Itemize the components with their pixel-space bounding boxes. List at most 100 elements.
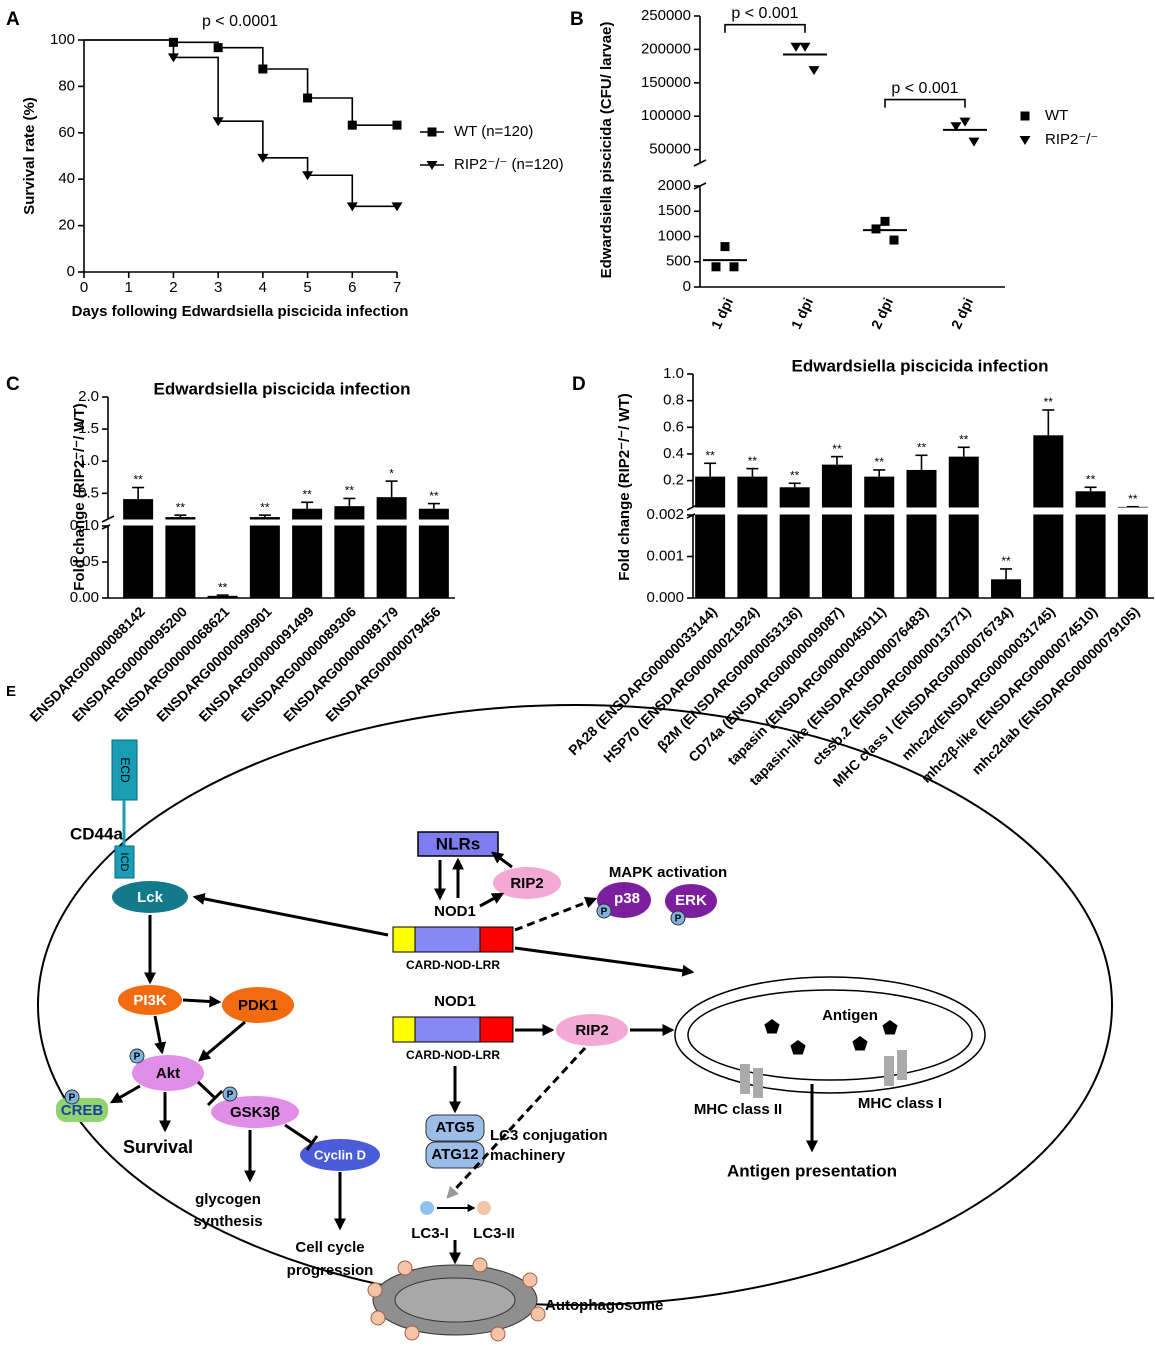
x-tick-label: 2 dpi [868, 295, 896, 331]
node-label: Antigen presentation [727, 1161, 897, 1180]
node [56, 1098, 108, 1122]
y-tick-label: 60 [58, 124, 75, 141]
x-tick-label: 2 dpi [948, 295, 976, 331]
point [711, 262, 721, 272]
lrr-domain [479, 1016, 514, 1043]
x-tick-label: 1 dpi [708, 295, 736, 331]
significance-label: ** [429, 489, 439, 503]
significance-bracket [724, 23, 806, 33]
lc3-ii-icon [397, 1260, 413, 1276]
bar [779, 487, 810, 598]
mhc-molecule [753, 1068, 763, 1098]
significance-label: ** [345, 484, 355, 498]
node-label: Cyclin D [314, 1147, 366, 1162]
chart-title: Edwardsiella piscicida infection [154, 379, 411, 398]
point [959, 117, 971, 127]
y-axis-label: Fold change (RIP2⁻/⁻/ WT) [616, 393, 633, 581]
node [556, 1014, 628, 1046]
bar [991, 579, 1022, 598]
axis-break [101, 515, 115, 523]
significance-label: ** [302, 487, 312, 501]
point [258, 64, 268, 74]
y-tick-label: 40 [58, 170, 75, 187]
node [222, 987, 294, 1023]
phospho-icon [222, 1086, 238, 1102]
node [425, 1141, 485, 1169]
lc3-ii-icon [477, 1201, 491, 1215]
node-label: PDK1 [238, 997, 278, 1014]
lc3-ii-icon [522, 1272, 538, 1288]
significance-label: ** [176, 500, 186, 514]
node-label: MHC class I [858, 1095, 942, 1112]
antigen-vesicle-inner [687, 989, 973, 1081]
phospho-group: P P P P P [64, 903, 686, 1105]
y-tick-label: 0.05 [70, 553, 99, 570]
node [493, 867, 561, 899]
y-tick-label: 2000 [658, 177, 691, 194]
y-tick-label: 0.002 [646, 506, 684, 523]
x-tick-label: 0 [80, 279, 88, 296]
node-label: Survival [123, 1137, 193, 1157]
node-label: CREB [61, 1102, 104, 1119]
x-tick-label: HSP70 (ENSDARG00000021924) [600, 603, 762, 765]
y-tick-label: 500 [666, 253, 691, 270]
lc3-i-icon [420, 1201, 434, 1215]
node-label: ATG5 [436, 1119, 475, 1136]
node-label: Lck [137, 889, 164, 906]
node-label: CARD-NOD-LRR [406, 1048, 500, 1062]
y-tick-label: 1000 [658, 227, 691, 244]
point [871, 224, 881, 234]
node-label: GSK3β [230, 1104, 280, 1121]
significance-label: ** [1044, 395, 1054, 409]
bar [906, 469, 937, 598]
node-label: ECD [118, 757, 132, 783]
cell-membrane [37, 704, 1113, 1306]
significance-label: ** [748, 454, 758, 468]
nod-domain [414, 1016, 481, 1043]
significance-label: ** [260, 500, 270, 514]
significance-bracket [884, 98, 966, 108]
bar [376, 497, 407, 598]
y-tick-label: 100000 [641, 107, 691, 124]
legend-marker [426, 161, 438, 170]
point [392, 120, 402, 130]
panel-label: B [570, 9, 584, 30]
y-tick-label: 0.000 [646, 589, 684, 606]
arrow [198, 1020, 246, 1062]
phospho-icon [64, 1089, 80, 1105]
panel-label: A [6, 9, 20, 30]
significance-label: ** [133, 473, 143, 487]
node [211, 1096, 299, 1128]
arrow [109, 1084, 141, 1104]
y-tick-label: 0.6 [663, 418, 684, 435]
inhibition [196, 1080, 217, 1100]
node [112, 881, 188, 913]
lrr-domain [479, 926, 514, 953]
bar [165, 517, 196, 598]
arrow [446, 1046, 587, 1199]
x-tick-label: 4 [259, 279, 267, 296]
y-tick-label: 80 [58, 77, 75, 94]
point [720, 242, 730, 252]
phospho-label: P [134, 1052, 141, 1063]
lc3-ii-icon [472, 1257, 488, 1273]
card-domain [392, 1016, 416, 1043]
significance-label: * [389, 466, 394, 480]
significance-label: ** [705, 448, 715, 462]
y-axis-label: Survival rate (%) [21, 97, 38, 215]
node-label: glycogen [195, 1191, 261, 1208]
inhibition-bar [206, 1089, 224, 1107]
autophagosome-inner [394, 1277, 516, 1323]
node [132, 1055, 204, 1091]
mhc-molecule [740, 1064, 750, 1094]
point [167, 53, 179, 63]
y-tick-label: 0 [683, 278, 691, 295]
y-tick-label: 0.10 [70, 517, 99, 534]
bar [948, 456, 979, 598]
y-tick-label: 250000 [641, 7, 691, 24]
node-label: ICD [118, 853, 130, 872]
legend-marker [1019, 136, 1031, 145]
axis-break [693, 159, 707, 167]
point [799, 42, 811, 52]
node-label: ERK [675, 892, 707, 909]
